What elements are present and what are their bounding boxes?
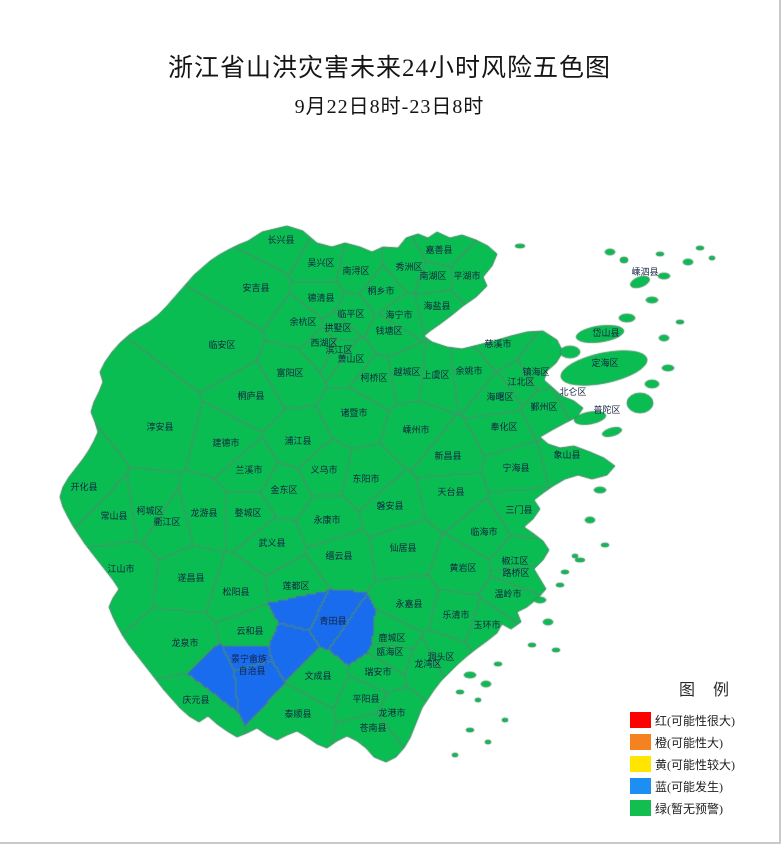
legend-swatch	[630, 778, 651, 794]
legend-swatch	[630, 734, 651, 750]
legend-item: 蓝(可能发生)	[630, 775, 778, 797]
legend-item: 橙(可能性大)	[630, 731, 778, 753]
legend-item: 绿(暂无预警)	[630, 797, 778, 819]
legend-title: 图 例	[678, 682, 736, 699]
legend-swatch	[630, 712, 651, 728]
legend-label: 蓝(可能发生)	[655, 779, 723, 794]
legend-label: 黄(可能性较大)	[655, 757, 735, 772]
legend-label: 绿(暂无预警)	[655, 801, 723, 816]
legend-item: 红(可能性很大)	[630, 709, 778, 731]
legend-item: 黄(可能性较大)	[630, 753, 778, 775]
legend-swatch	[630, 756, 651, 772]
legend: 图 例 红(可能性很大) 橙(可能性大) 黄(可能性较大) 蓝(可能发生) 绿(暂无预警…	[630, 676, 778, 819]
legend-label: 红(可能性很大)	[655, 713, 735, 728]
legend-label: 橙(可能性大)	[655, 735, 723, 750]
legend-swatch	[630, 800, 651, 816]
legend-items: 红(可能性很大) 橙(可能性大) 黄(可能性较大) 蓝(可能发生) 绿(暂无预警)	[630, 709, 778, 819]
